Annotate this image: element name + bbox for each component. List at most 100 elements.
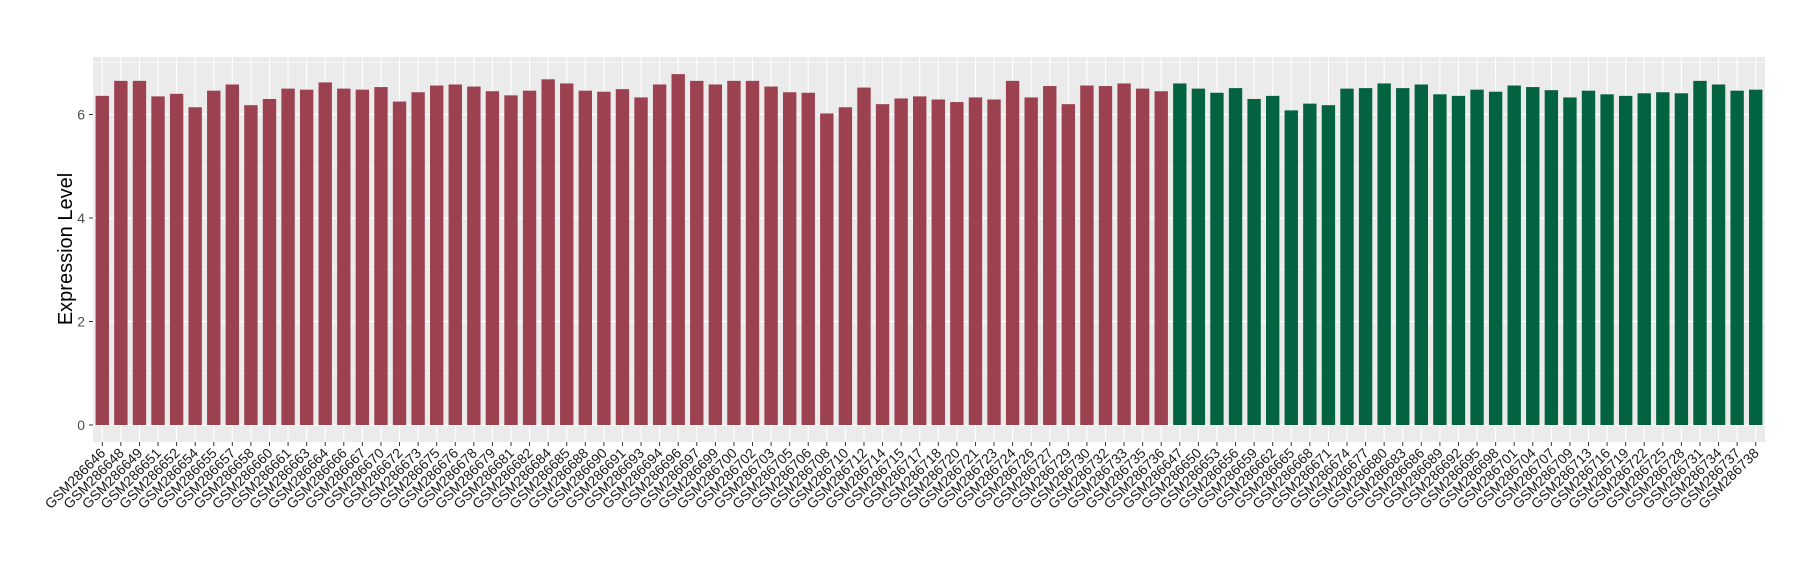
bar-GSM286712: [857, 87, 871, 425]
bar-GSM286692: [1451, 95, 1466, 426]
bar-GSM286717: [913, 96, 927, 425]
bar-GSM286708: [820, 113, 834, 425]
bar-GSM286735: [1135, 88, 1150, 425]
bar-GSM286677: [1358, 88, 1373, 426]
bar-GSM286646: [95, 95, 109, 426]
bar-GSM286660: [262, 98, 277, 425]
bar-GSM286674: [1340, 88, 1354, 425]
bar-GSM286734: [1711, 84, 1726, 426]
bar-GSM286701: [1507, 85, 1521, 426]
bar-GSM286678: [467, 86, 481, 426]
bar-GSM286685: [560, 83, 574, 425]
bar-GSM286664: [318, 82, 332, 425]
bar-GSM286690: [597, 91, 611, 425]
bar-GSM286705: [782, 92, 797, 425]
bar-GSM286651: [151, 96, 165, 425]
bar-GSM286714: [875, 104, 890, 426]
bar-GSM286672: [392, 101, 407, 425]
bar-GSM286703: [764, 86, 778, 426]
bar-GSM286696: [671, 74, 685, 425]
bar-GSM286688: [578, 90, 592, 425]
bar-GSM286700: [727, 80, 741, 426]
bar-GSM286732: [1098, 86, 1113, 425]
bar-GSM286698: [1488, 91, 1503, 425]
bar-GSM286648: [114, 80, 128, 426]
bar-GSM286658: [244, 105, 258, 425]
bar-GSM286710: [838, 107, 853, 425]
bar-GSM286686: [1414, 84, 1428, 426]
bar-GSM286709: [1563, 97, 1577, 426]
bar-GSM286719: [1618, 95, 1633, 426]
bar-GSM286693: [634, 97, 648, 426]
bars: [95, 74, 1763, 426]
bar-GSM286656: [1228, 88, 1243, 426]
y-tick-label: 0: [77, 417, 85, 433]
bar-GSM286655: [207, 90, 221, 425]
bar-GSM286681: [504, 95, 518, 425]
bar-GSM286653: [1210, 92, 1224, 425]
bar-GSM286697: [690, 80, 704, 426]
bar-GSM286702: [745, 80, 760, 426]
bar-GSM286654: [188, 107, 202, 425]
bar-GSM286689: [1433, 94, 1447, 425]
bar-GSM286727: [1043, 86, 1057, 425]
y-tick-label: 6: [77, 107, 85, 123]
bar-GSM286706: [801, 92, 815, 425]
bar-GSM286694: [652, 84, 667, 426]
bar-GSM286725: [1656, 92, 1670, 425]
y-tick-label: 4: [77, 210, 85, 226]
bar-GSM286728: [1674, 93, 1689, 425]
bar-GSM286676: [448, 84, 462, 426]
bar-GSM286726: [1024, 97, 1038, 426]
x-axis: GSM286646GSM286648GSM286649GSM286651GSM2…: [42, 442, 1762, 512]
y-tick-label: 2: [77, 314, 85, 330]
bar-GSM286722: [1637, 93, 1651, 425]
bar-GSM286704: [1526, 87, 1540, 425]
bar-GSM286649: [132, 80, 147, 426]
bar-GSM286684: [541, 79, 555, 425]
y-axis: 0 2 4 6: [77, 107, 93, 433]
bar-GSM286662: [1266, 95, 1280, 426]
bar-GSM286720: [950, 102, 964, 425]
bar-GSM286659: [1247, 98, 1261, 425]
bar-GSM286730: [1080, 85, 1094, 426]
bar-GSM286666: [337, 88, 351, 425]
bar-GSM286736: [1154, 91, 1168, 426]
bar-GSM286683: [1396, 88, 1410, 426]
bar-GSM286713: [1581, 90, 1596, 425]
bar-GSM286691: [615, 89, 630, 425]
bar-GSM286661: [281, 88, 295, 425]
bar-GSM286699: [708, 84, 723, 426]
bar-GSM286723: [987, 99, 1001, 426]
bar-GSM286718: [931, 99, 945, 426]
bar-GSM286673: [411, 92, 425, 425]
bar-GSM286682: [522, 90, 537, 425]
bar-GSM286737: [1730, 90, 1744, 425]
bar-GSM286695: [1470, 89, 1484, 425]
bar-GSM286665: [1284, 110, 1298, 426]
bar-GSM286715: [894, 98, 908, 426]
bar-GSM286738: [1749, 89, 1763, 425]
bar-GSM286733: [1117, 83, 1131, 425]
bar-GSM286679: [485, 91, 500, 426]
bar-GSM286668: [1303, 103, 1317, 425]
bar-GSM286671: [1321, 105, 1336, 425]
bar-GSM286663: [299, 89, 314, 425]
bar-GSM286652: [169, 93, 184, 426]
bar-GSM286724: [1005, 80, 1020, 426]
plot-panel: [93, 57, 1765, 442]
bar-GSM286647: [1173, 83, 1187, 425]
bar-GSM286650: [1191, 88, 1206, 425]
bar-GSM286729: [1061, 104, 1076, 426]
bar-GSM286716: [1600, 94, 1614, 425]
bar-GSM286707: [1544, 90, 1559, 426]
bar-GSM286721: [968, 97, 983, 426]
bar-GSM286680: [1377, 83, 1391, 425]
bar-GSM286670: [374, 87, 388, 425]
bar-GSM286675: [430, 85, 444, 426]
bar-GSM286731: [1693, 80, 1707, 426]
bar-GSM286667: [355, 89, 370, 425]
y-axis-title: Expression Level: [55, 173, 77, 325]
